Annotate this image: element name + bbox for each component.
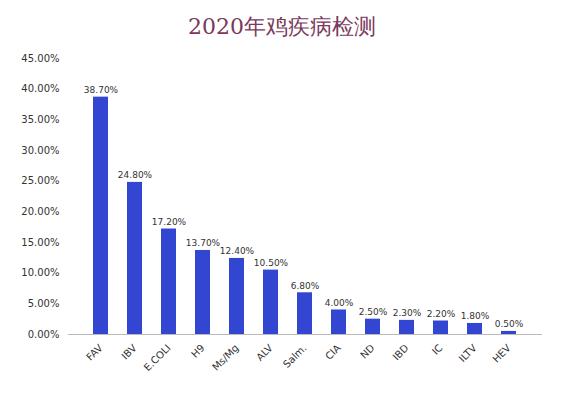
svg-text:ND: ND [358,342,377,361]
svg-text:25.00%: 25.00% [21,175,59,186]
svg-text:12.40%: 12.40% [220,246,255,256]
svg-text:15.00%: 15.00% [21,237,59,248]
svg-text:2.50%: 2.50% [359,307,388,317]
svg-text:HEV: HEV [490,342,513,365]
svg-text:35.00%: 35.00% [21,114,59,125]
svg-text:FAV: FAV [84,342,105,363]
svg-text:IC: IC [430,342,445,357]
svg-text:45.00%: 45.00% [21,53,59,64]
svg-text:17.20%: 17.20% [152,217,187,227]
svg-text:H9: H9 [189,342,207,360]
svg-text:5.00%: 5.00% [28,298,60,309]
svg-text:ALV: ALV [254,342,275,363]
svg-text:13.70%: 13.70% [186,238,221,248]
svg-text:2.20%: 2.20% [427,309,456,319]
svg-text:ILTV: ILTV [457,342,479,364]
html-text:2020年鸡疾病检测: 2020年鸡疾病检测 [188,14,376,39]
svg-text:Ms/Mg: Ms/Mg [210,342,241,373]
svg-text:6.80%: 6.80% [291,281,320,291]
svg-text:2.30%: 2.30% [393,308,422,318]
svg-text:20.00%: 20.00% [21,206,59,217]
svg-text:38.70%: 38.70% [84,85,119,95]
svg-text:4.00%: 4.00% [325,298,354,308]
svg-text:0.00%: 0.00% [28,329,60,340]
svg-text:1.80%: 1.80% [461,311,490,321]
svg-text:24.80%: 24.80% [118,170,153,180]
svg-text:Salm.: Salm. [281,342,309,370]
svg-text:0.50%: 0.50% [495,319,524,329]
svg-text:10.50%: 10.50% [254,258,289,268]
svg-text:IBD: IBD [391,342,411,362]
svg-text:10.00%: 10.00% [21,267,59,278]
svg-text:E.COLI: E.COLI [142,342,173,373]
svg-text:30.00%: 30.00% [21,145,59,156]
svg-text:IBV: IBV [119,342,138,361]
svg-text:40.00%: 40.00% [21,83,59,94]
svg-text:CIA: CIA [323,342,343,362]
